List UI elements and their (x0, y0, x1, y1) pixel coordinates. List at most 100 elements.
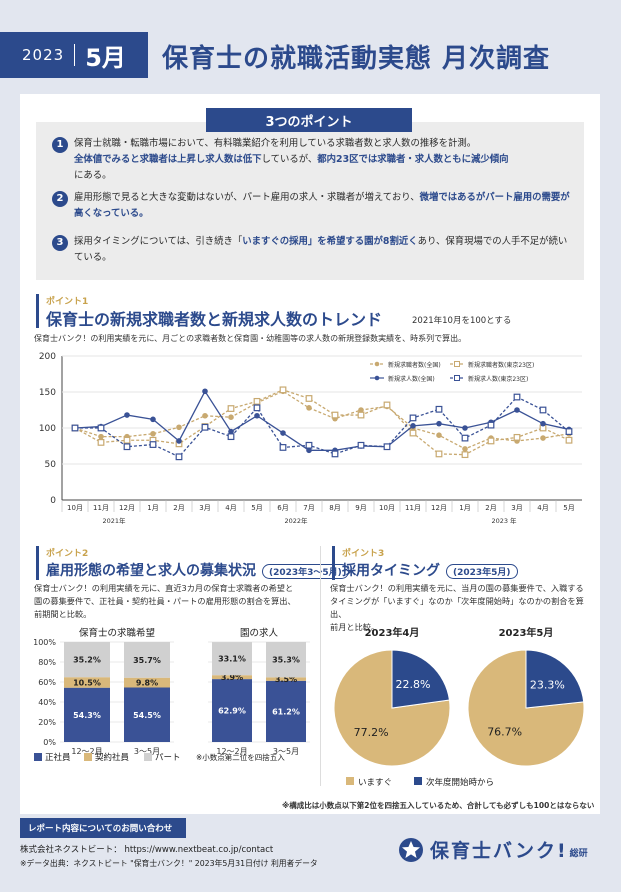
y-tick-label: 40% (38, 698, 56, 707)
bar-charts: 0% 20% 40% 60% 80% 100% 保育士の求職希望 54.3% 10.5% 35.2… (33, 627, 310, 763)
divider (320, 546, 321, 786)
y-tick-label: 150 (39, 388, 56, 398)
series-line (74, 390, 570, 450)
section2-title-text: 雇用形態の希望と求人の募集状況 (46, 563, 256, 579)
point-number: 2 (52, 191, 68, 207)
data-point (357, 441, 365, 449)
data-point (254, 412, 260, 419)
data-point (305, 395, 313, 402)
data-point (253, 404, 261, 412)
key-point-3: 3 採用タイミングについては、引き続き「いますぐの採用」を希望する園が8割近くあ… (52, 234, 572, 266)
data-label: 35.2% (73, 656, 101, 665)
series-line (74, 389, 570, 456)
y-tick-label: 60% (38, 678, 56, 687)
pie-slice (391, 649, 451, 709)
data-point (71, 424, 79, 432)
header: 2023 5月 保育士の就職活動実態 月次調査 (0, 24, 621, 86)
legend-label: いますぐ (358, 778, 392, 788)
data-point (279, 386, 287, 394)
x-tick-label: 2月 (485, 504, 496, 512)
section-marker (332, 546, 335, 580)
data-point (123, 436, 131, 444)
data-point (123, 443, 131, 451)
point-text-part: 採用タイミングについては、引き続き「 (74, 236, 243, 247)
data-point (280, 430, 286, 436)
point-text: 雇用形態で見ると大きな変動はないが、パート雇用の求人・求職者が増えており、微増で… (74, 190, 572, 222)
data-point (409, 429, 417, 437)
y-tick-label: 0% (43, 738, 56, 747)
point-text-part: にある。 (74, 170, 112, 181)
data-label: 35.3% (272, 656, 300, 665)
data-point (409, 414, 417, 422)
legend-swatch (144, 753, 152, 761)
header-year: 2023 (22, 46, 65, 64)
legend-marker (454, 361, 460, 367)
y-tick-label: 100 (39, 424, 56, 434)
desc-line: 園の募集要件で、正社員・契約社員・パートの雇用形態の割合を算出、 (34, 596, 296, 606)
pie-title: 2023年5月 (499, 626, 554, 639)
section1-title: 保育士の新規求職者数と新規求人数のトレンド (46, 310, 383, 329)
period-pill: (2023年3〜5月) (262, 563, 349, 579)
legend-marker (374, 375, 380, 381)
point-text-part: 雇用形態で見ると大きな変動はないが、パート雇用の求人・求職者が増えており、 (74, 192, 420, 203)
x-tick-label: 5月 (563, 504, 574, 512)
data-point (202, 412, 208, 419)
data-point (487, 421, 495, 429)
point-number: 1 (52, 137, 68, 153)
pie-slice (467, 649, 585, 767)
data-source: ※データ出典：ネクストビート "保育士バンク！" 2023年5月31日付け 利用… (20, 859, 318, 868)
data-point (97, 424, 105, 432)
section2-desc: 保育士バンク！の利用実績を元に、直近3カ月の保育士求職者の希望と 園の募集要件で… (34, 582, 324, 621)
data-point (436, 420, 442, 427)
data-label: 3.9% (221, 673, 243, 682)
data-point (228, 428, 234, 435)
point-text-part: あり、保育現場での人手不足が続いている。 (74, 236, 568, 263)
footnote: ※小数点第二位を四捨五入 (196, 752, 285, 762)
bar-segment (266, 680, 306, 742)
section3-title: 採用タイミング (2023年5月) (342, 560, 518, 580)
x-tick-label: 4月 (537, 504, 548, 512)
data-point (175, 453, 183, 461)
data-label: 3.5% (275, 675, 297, 684)
data-point (149, 441, 157, 448)
legend-marker (454, 375, 460, 381)
x-tick-label: 12〜2月 (216, 747, 247, 756)
x-tick-label: 3月 (199, 504, 210, 512)
data-point (461, 434, 469, 442)
logo-text: 保育士バンク! (430, 840, 568, 862)
data-point (227, 433, 235, 441)
bar-chart-title: 保育士の求職希望 (79, 627, 155, 639)
x-tick-label: 11月 (405, 504, 421, 512)
divider (74, 44, 76, 66)
section1-label: ポイント1 (46, 297, 89, 307)
data-point (435, 450, 443, 458)
legend-label: 正社員 (45, 752, 71, 763)
x-tick-label: 3〜5月 (273, 747, 299, 756)
section3-label: ポイント3 (342, 549, 385, 559)
bar-segment (212, 679, 252, 742)
y-tick-label: 0 (50, 496, 56, 506)
contact-link[interactable]: https://www.nextbeat.co.jp/contact (124, 845, 274, 855)
data-point (565, 428, 573, 436)
legend-swatch (34, 753, 42, 761)
desc-line: 前月と比較。 (330, 622, 380, 632)
year-label: 2023 年 (491, 516, 517, 525)
x-tick-label: 1月 (459, 504, 470, 512)
data-point (383, 401, 391, 409)
desc-line: 保育士バンク！の利用実績を元に、当月の園の募集要件で、入職する (330, 583, 584, 593)
slice-label: 76.7% (487, 726, 522, 739)
bar-segment (124, 687, 170, 742)
section2-label: ポイント2 (46, 549, 89, 559)
y-tick-label: 200 (39, 352, 56, 362)
x-tick-label: 12月 (119, 504, 135, 512)
slice-label: 77.2% (354, 726, 389, 739)
legend-swatch (84, 753, 92, 761)
bar-segment (212, 675, 252, 680)
y-tick-label: 20% (38, 718, 56, 727)
x-tick-label: 12月 (431, 504, 447, 512)
data-label: 54.3% (73, 711, 101, 720)
section1-note: 保育士バンク！の利用実績を元に、月ごとの求職者数と保育園・幼稚園等の求人数の新規… (34, 334, 467, 343)
data-point (540, 420, 546, 427)
section-marker (36, 294, 39, 328)
legend-swatch (346, 777, 354, 785)
